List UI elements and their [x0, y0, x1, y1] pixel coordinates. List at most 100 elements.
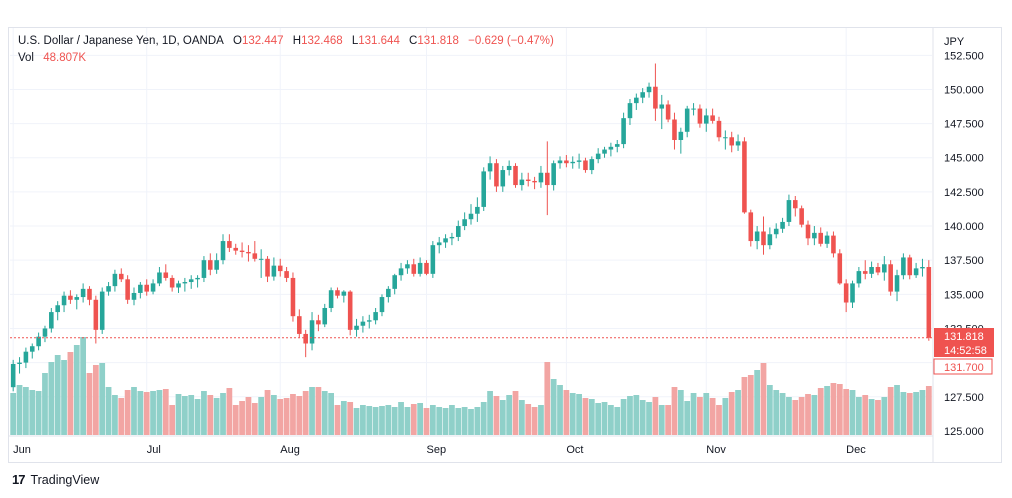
candle-body	[500, 170, 506, 187]
volume-bar	[410, 404, 417, 435]
candle-body	[882, 264, 887, 273]
candle-body	[786, 200, 792, 222]
candle-body	[869, 267, 874, 274]
volume-bar	[271, 395, 277, 435]
volume-bar	[868, 399, 875, 435]
volume-bar	[569, 393, 576, 435]
candle-body	[227, 241, 232, 248]
candle-body	[150, 283, 156, 292]
candle-body	[525, 179, 531, 181]
candle-body	[640, 92, 645, 98]
low-label: L	[351, 35, 359, 47]
last-price-value: 131.818	[944, 331, 984, 343]
time-tick-label: Sep	[426, 444, 446, 456]
candle-body	[99, 291, 105, 330]
candle-body	[303, 333, 308, 344]
prev-close-value: 131.700	[944, 362, 984, 374]
volume-bar	[677, 390, 684, 435]
volume-bar	[283, 398, 290, 435]
candle-body	[93, 299, 99, 330]
candle-body	[672, 119, 677, 140]
candle-body	[767, 234, 773, 246]
volume-bar	[201, 391, 207, 435]
volume-bar	[213, 398, 220, 435]
candle-body	[538, 172, 544, 183]
volume-bar	[239, 401, 245, 435]
candle-body	[443, 238, 448, 243]
candle-body	[818, 232, 824, 244]
volume-bar	[722, 398, 729, 435]
chart-plot[interactable]: 125.000127.500130.000132.500135.000137.5…	[0, 0, 1012, 463]
candle-body	[163, 272, 169, 278]
candle-body	[201, 260, 207, 278]
symbol-title[interactable]: U.S. Dollar / Japanese Yen, 1D, OANDA	[18, 35, 224, 47]
tradingview-logo-icon: 17	[12, 472, 26, 487]
time-scale[interactable]: Jun Jul Aug Sep Oct Nov Dec	[13, 444, 866, 456]
ohlc-legend[interactable]: U.S. Dollar / Japanese Yen, 1D, OANDA O1…	[18, 35, 554, 47]
volume-bar	[302, 391, 309, 435]
tradingview-branding[interactable]: 17 TradingView	[12, 472, 99, 487]
candle-body	[475, 206, 480, 214]
volume-bar	[588, 399, 595, 435]
volume-bar	[875, 400, 881, 435]
volume-bar	[245, 397, 252, 435]
volume-bar	[48, 362, 55, 435]
volume-bar	[754, 370, 761, 435]
close-label: C	[409, 35, 418, 47]
volume-bar	[747, 375, 754, 435]
candle-body	[271, 265, 277, 277]
candle-body	[430, 245, 436, 274]
price-tick-label: 125.000	[944, 426, 984, 438]
volume-bar	[900, 392, 907, 435]
candle-body	[710, 115, 715, 121]
candle-body	[468, 213, 474, 220]
volume-bar	[709, 398, 716, 435]
candle-body	[513, 165, 518, 186]
candle-body	[455, 226, 461, 237]
candle-body	[436, 242, 442, 246]
candle-body	[74, 297, 80, 300]
candle-body	[265, 258, 270, 277]
volume-bar	[843, 389, 850, 435]
volume-bar	[449, 405, 455, 435]
volume-bar	[264, 390, 271, 435]
price-scale[interactable]: 125.000127.500130.000132.500135.000137.5…	[944, 50, 984, 438]
candle-body	[182, 282, 188, 284]
candle-body	[843, 283, 849, 303]
volume-legend[interactable]: Vol 48.807K	[18, 52, 86, 64]
candle-body	[634, 97, 639, 104]
time-tick-label: Nov	[706, 444, 726, 456]
candle-body	[42, 328, 48, 337]
volume-bar	[881, 397, 888, 435]
volume-bar	[531, 407, 538, 435]
time-tick-label: Jun	[13, 444, 31, 456]
candle-body	[729, 137, 734, 146]
volume-bar	[150, 391, 156, 435]
volume-bar	[741, 377, 748, 435]
volume-bar	[353, 408, 360, 435]
volume-bar	[906, 393, 913, 435]
volume-bar	[194, 399, 201, 435]
volume-bar	[124, 390, 131, 435]
time-tick-label: Aug	[280, 444, 300, 456]
volume-bar	[188, 395, 195, 435]
volume-bar	[862, 395, 869, 435]
candle-body	[36, 336, 41, 347]
candle-body	[233, 247, 239, 251]
low-value: 131.644	[358, 35, 400, 47]
volume-bar	[792, 400, 799, 435]
volume-bar	[608, 405, 614, 435]
candle-body	[723, 137, 728, 139]
volume-bar	[417, 403, 424, 435]
volume-bar	[99, 363, 106, 435]
candle-body	[87, 288, 92, 300]
prev-close-box: 131.700	[933, 358, 993, 375]
volume-label: Vol	[18, 52, 34, 64]
volume-bar	[614, 407, 621, 435]
volume-bar	[557, 385, 563, 435]
volume-bar	[35, 391, 42, 435]
volume-bar	[538, 405, 544, 435]
candle-body	[386, 288, 391, 298]
candle-body	[799, 208, 804, 225]
candle-body	[748, 212, 754, 242]
